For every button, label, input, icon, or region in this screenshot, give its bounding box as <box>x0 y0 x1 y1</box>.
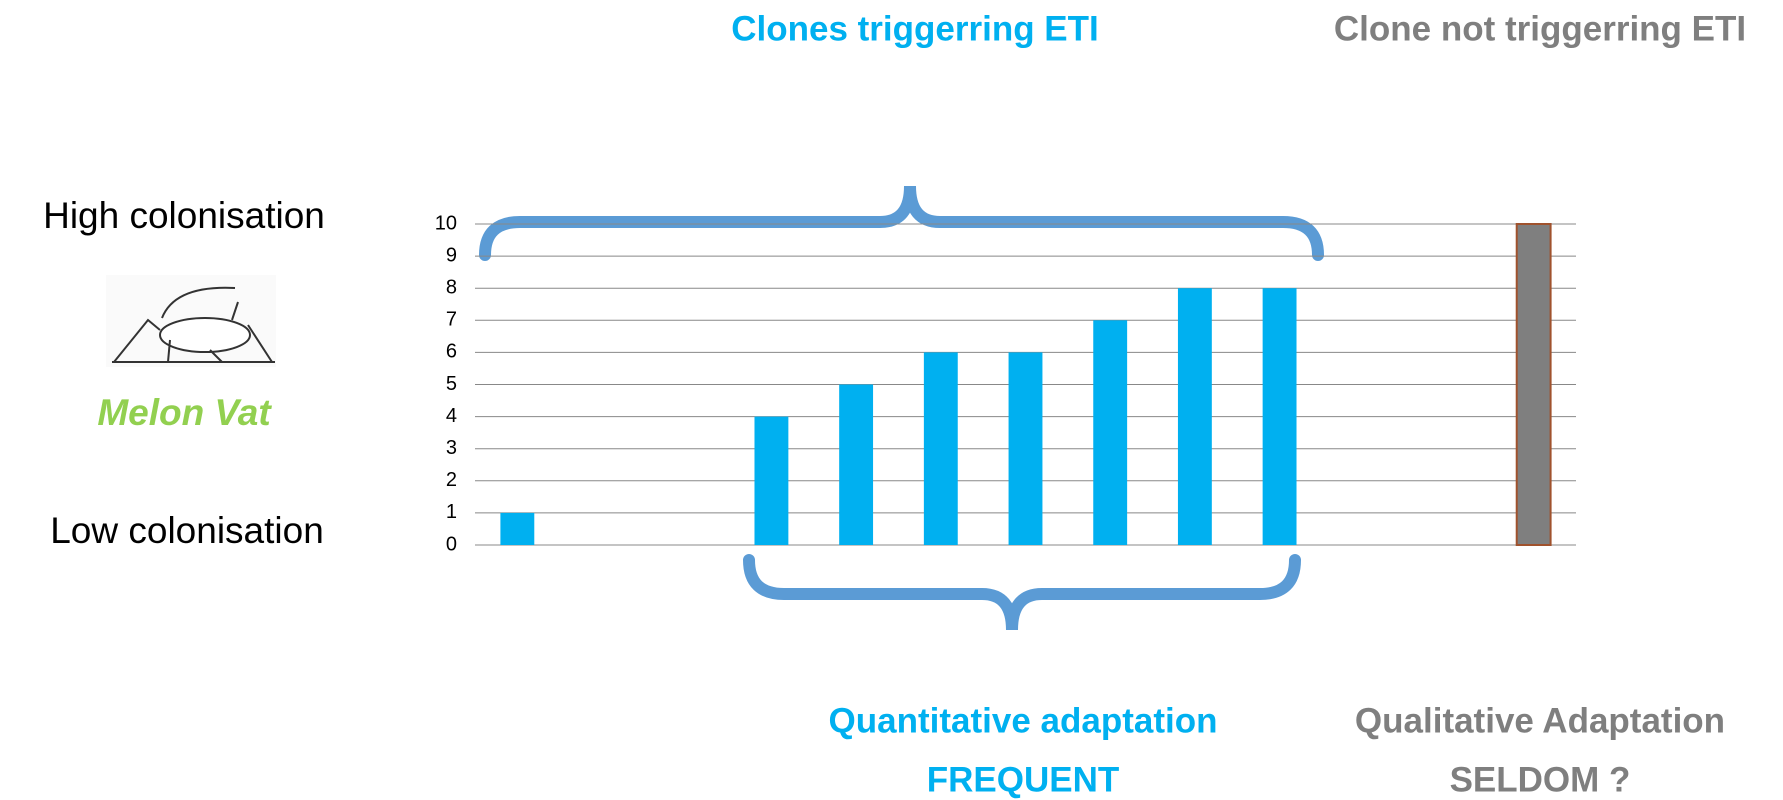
y-tick-label: 1 <box>446 501 457 523</box>
y-tick-label: 5 <box>446 373 457 395</box>
plot: 0 1 2 3 4 5 6 7 8 9 10 <box>435 212 1576 555</box>
bar <box>1262 288 1297 545</box>
header-eti: Clones triggerring ETI <box>731 9 1099 48</box>
seldom-label: SELDOM ? <box>1450 760 1631 799</box>
high-label: High colonisation <box>43 195 325 236</box>
y-tick-label: 8 <box>446 276 457 298</box>
bar <box>839 384 874 545</box>
frequent-label: FREQUENT <box>927 760 1120 799</box>
qualitative-label: Qualitative Adaptation <box>1355 701 1725 740</box>
y-tick-label: 10 <box>435 212 457 234</box>
header-no-eti: Clone not triggerring ETI <box>1334 9 1746 48</box>
y-tick-label: 3 <box>446 437 457 459</box>
y-tick-label: 0 <box>446 533 457 555</box>
bar <box>1177 288 1212 545</box>
bar <box>1008 352 1043 545</box>
bar <box>754 416 789 545</box>
bar <box>923 352 958 545</box>
quantitative-label: Quantitative adaptation <box>829 701 1218 740</box>
bar <box>1515 223 1552 546</box>
bar <box>500 512 535 545</box>
y-tick-label: 7 <box>446 309 457 331</box>
bar <box>1093 320 1128 545</box>
species-label: Melon Vat <box>97 392 272 433</box>
brace-bottom <box>743 554 1301 631</box>
low-label: Low colonisation <box>50 510 324 551</box>
y-tick-label: 9 <box>446 244 457 266</box>
y-tick-label: 6 <box>446 341 457 363</box>
y-tick-label: 2 <box>446 469 457 491</box>
aphid-icon <box>106 275 276 367</box>
y-tick-label: 4 <box>446 405 457 427</box>
